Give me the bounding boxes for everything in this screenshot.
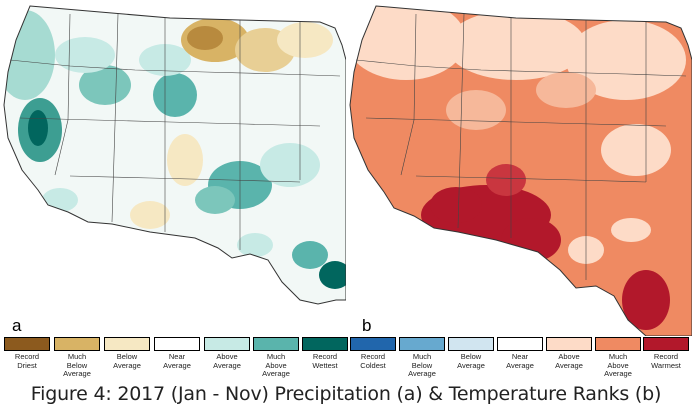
legend: Record Driest Much Below Average Below A… — [0, 337, 692, 387]
precipitation-fill — [4, 6, 346, 304]
legend-swatch — [54, 337, 100, 351]
legend-label: Record Warmest — [651, 352, 681, 370]
legend-item-above-average-precip: Above Average — [204, 337, 250, 370]
legend-swatch — [350, 337, 396, 351]
legend-swatch — [595, 337, 641, 351]
legend-item-below-average-precip: Below Average — [104, 337, 150, 370]
legend-label: Below Average — [457, 352, 485, 370]
temperature-map — [346, 0, 692, 336]
precipitation-map — [0, 0, 346, 336]
panel-label-b: b — [362, 316, 372, 335]
legend-swatch — [399, 337, 445, 351]
legend-label: Above Average — [213, 352, 241, 370]
temperature-map-graphic — [349, 5, 692, 336]
legend-swatch — [104, 337, 150, 351]
legend-swatch — [204, 337, 250, 351]
legend-item-below-average-temp: Below Average — [448, 337, 494, 370]
legend-label: Record Driest — [14, 352, 40, 370]
legend-swatch — [448, 337, 494, 351]
legend-item-near-average-precip: Near Average — [154, 337, 200, 370]
legend-swatch — [497, 337, 543, 351]
legend-label: Record Wettest — [312, 352, 338, 370]
figure-caption: Figure 4: 2017 (Jan - Nov) Precipitation… — [30, 383, 662, 405]
legend-swatch — [253, 337, 299, 351]
legend-item-near-average-temp: Near Average — [497, 337, 543, 370]
legend-label: Much Above Average — [604, 352, 632, 378]
legend-item-above-average-temp: Above Average — [546, 337, 592, 370]
legend-label: Much Above Average — [262, 352, 290, 378]
legend-swatch — [302, 337, 348, 351]
legend-item-much-above-average-precip: Much Above Average — [253, 337, 299, 379]
legend-item-record-warmest: Record Warmest — [643, 337, 689, 370]
legend-item-much-below-average-temp: Much Below Average — [399, 337, 445, 379]
legend-swatch — [4, 337, 50, 351]
legend-item-much-below-average-precip: Much Below Average — [54, 337, 100, 379]
legend-item-record-wettest: Record Wettest — [302, 337, 348, 370]
legend-item-record-coldest: Record Coldest — [350, 337, 396, 370]
legend-label: Record Coldest — [360, 352, 386, 370]
legend-label: Above Average — [555, 352, 583, 370]
legend-label: Near Average — [163, 352, 191, 370]
legend-label: Below Average — [113, 352, 141, 370]
legend-swatch — [154, 337, 200, 351]
panel-label-a: a — [12, 316, 22, 335]
legend-swatch — [546, 337, 592, 351]
legend-swatch — [643, 337, 689, 351]
legend-label: Near Average — [506, 352, 534, 370]
legend-item-much-above-average-temp: Much Above Average — [595, 337, 641, 379]
temperature-fill — [350, 6, 692, 336]
legend-item-record-driest: Record Driest — [4, 337, 50, 370]
legend-label: Much Below Average — [63, 352, 91, 378]
precipitation-map-graphic — [3, 5, 346, 305]
legend-label: Much Below Average — [408, 352, 436, 378]
